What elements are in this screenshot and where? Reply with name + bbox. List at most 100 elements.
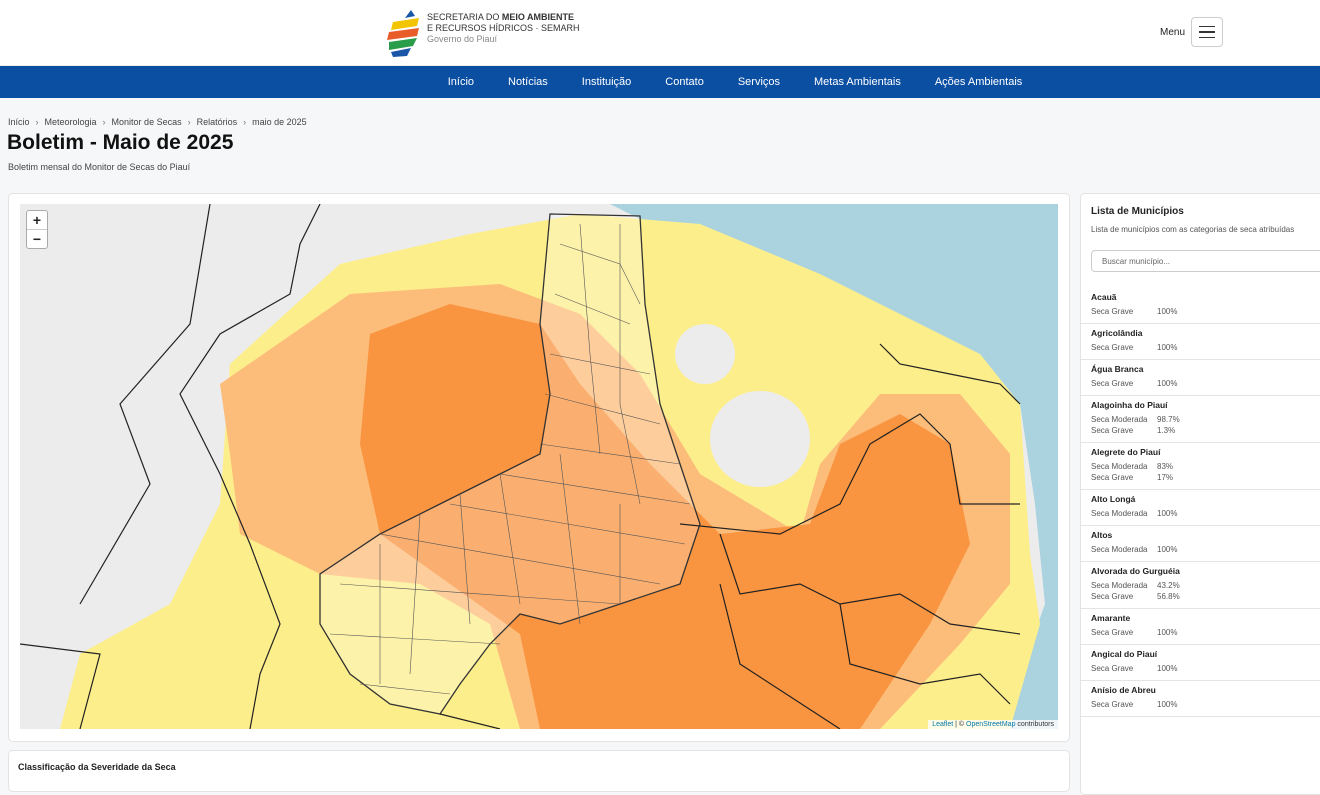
- municipality-name: Alvorada do Gurguéia: [1091, 566, 1180, 576]
- municipality-name: Alto Longá: [1091, 494, 1136, 504]
- breadcrumb-separator: ›: [243, 117, 247, 127]
- category-row: Seca Grave 100%: [1091, 342, 1311, 353]
- category-name: Seca Grave: [1091, 592, 1134, 601]
- breadcrumb-item[interactable]: Monitor de Secas: [111, 117, 182, 127]
- nav: Início Notícias Instituição Contato Serviços…: [0, 66, 1320, 98]
- municipality-name: Altos: [1091, 530, 1113, 540]
- category-value: 1.3%: [1157, 426, 1176, 435]
- breadcrumb-separator: ›: [102, 117, 106, 127]
- zoom-in[interactable]: +: [32, 212, 42, 228]
- attribution-link[interactable]: OpenStreetMap: [966, 721, 1016, 728]
- municipality-item[interactable]: Agricolândia Seca Grave 100%: [1081, 324, 1320, 360]
- legend-card: Classificação da Severidade da Seca: [8, 750, 1070, 792]
- nav-link[interactable]: Serviços: [737, 76, 781, 88]
- breadcrumb-item[interactable]: Relatórios: [196, 117, 238, 127]
- search-input[interactable]: Buscar município...: [1091, 250, 1320, 272]
- municipality-item[interactable]: Anísio de Abreu Seca Grave 100%: [1081, 681, 1320, 717]
- municipality-item[interactable]: Altos Seca Moderada 100%: [1081, 526, 1320, 562]
- breadcrumb-item[interactable]: Início: [8, 117, 30, 127]
- map[interactable]: + − Leaflet | © OpenStreetMap contributo…: [20, 204, 1058, 729]
- logo-line: Governo do Piauí: [427, 34, 498, 44]
- breadcrumb-item: maio de 2025: [252, 117, 307, 127]
- municipality-item[interactable]: Angical do Piauí Seca Grave 100%: [1081, 645, 1320, 681]
- map-card: + − Leaflet | © OpenStreetMap contributo…: [8, 193, 1070, 742]
- category-value: 56.8%: [1157, 592, 1180, 601]
- municipality-item[interactable]: Alvorada do Gurguéia Seca Moderada 43.2% Se…: [1081, 562, 1320, 609]
- attribution-link[interactable]: Leaflet: [932, 721, 954, 728]
- nav-link[interactable]: Metas Ambientais: [814, 76, 901, 88]
- page-title: Boletim - Maio de 2025: [7, 131, 234, 154]
- category-name: Seca Moderada: [1091, 462, 1148, 471]
- municipality-item[interactable]: Acauã Seca Grave 100%: [1081, 288, 1320, 324]
- category-name: Seca Grave: [1091, 700, 1134, 709]
- category-row: Seca Moderada 100%: [1091, 544, 1311, 555]
- breadcrumb-item[interactable]: Meteorologia: [44, 117, 97, 127]
- municipality-name: Alegrete do Piauí: [1091, 447, 1161, 457]
- breadcrumb-separator: ›: [35, 117, 39, 127]
- logo-line: E RECURSOS HÍDRICOS · SEMARH: [427, 23, 580, 33]
- municipality-name: Água Branca: [1091, 364, 1144, 374]
- category-row: Seca Grave 17%: [1091, 472, 1311, 483]
- category-value: 100%: [1157, 509, 1178, 518]
- category-row: Seca Grave 100%: [1091, 306, 1311, 317]
- menu-button[interactable]: [1191, 17, 1224, 47]
- attribution-text: | ©: [955, 721, 965, 728]
- nav-link[interactable]: Contato: [665, 76, 704, 88]
- municipality-name: Agricolândia: [1091, 328, 1143, 338]
- category-row: Seca Moderada 83%: [1091, 461, 1311, 472]
- category-value: 100%: [1157, 700, 1178, 709]
- category-row: Seca Grave 100%: [1091, 627, 1311, 638]
- zoom-control: + −: [26, 210, 48, 249]
- category-value: 100%: [1157, 628, 1178, 637]
- breadcrumb: Início › Meteorologia › Monitor de Secas › Rel…: [8, 117, 307, 127]
- category-value: 100%: [1157, 307, 1178, 316]
- sidebar: Lista de Municípios Lista de municípios …: [1080, 193, 1320, 795]
- municipality-item[interactable]: Amarante Seca Grave 100%: [1081, 609, 1320, 645]
- logo-text: SECRETARIA DO MEIO AMBIENTE E RECURSOS H…: [427, 12, 580, 45]
- municipality-item[interactable]: Alegrete do Piauí Seca Moderada 83% Seca Gr…: [1081, 443, 1320, 490]
- page-subtitle: Boletim mensal do Monitor de Secas do Pi…: [8, 162, 191, 172]
- category-row: Seca Moderada 98.7%: [1091, 414, 1311, 425]
- category-row: Seca Grave 56.8%: [1091, 591, 1311, 602]
- sidebar-title: Lista de Municípios: [1091, 206, 1184, 217]
- category-name: Seca Grave: [1091, 426, 1134, 435]
- nav-link[interactable]: Notícias: [508, 76, 548, 88]
- category-value: 17%: [1157, 473, 1174, 482]
- nav-link[interactable]: Ações Ambientais: [934, 76, 1023, 88]
- municipality-item[interactable]: Alto Longá Seca Moderada 100%: [1081, 490, 1320, 526]
- category-value: 100%: [1157, 664, 1178, 673]
- municipality-name: Amarante: [1091, 613, 1131, 623]
- menu[interactable]: Menu: [1160, 17, 1224, 47]
- municipality-item[interactable]: Água Branca Seca Grave 100%: [1081, 360, 1320, 396]
- header: SECRETARIA DO MEIO AMBIENTE E RECURSOS H…: [0, 0, 1320, 66]
- category-name: Seca Grave: [1091, 343, 1134, 352]
- category-name: Seca Grave: [1091, 379, 1134, 388]
- legend-title: Classificação da Severidade da Seca: [18, 762, 176, 772]
- category-value: 43.2%: [1157, 581, 1180, 590]
- nav-link[interactable]: Instituição: [581, 76, 632, 88]
- category-row: Seca Grave 100%: [1091, 699, 1311, 710]
- municipality-name: Angical do Piauí: [1091, 649, 1158, 659]
- attribution: Leaflet | © OpenStreetMap contributors: [928, 720, 1058, 729]
- menu-label: Menu: [1160, 26, 1186, 38]
- category-row: Seca Moderada 43.2%: [1091, 580, 1311, 591]
- logo-line: SECRETARIA DO: [427, 12, 500, 22]
- category-name: Seca Grave: [1091, 628, 1134, 637]
- category-row: Seca Moderada 100%: [1091, 508, 1311, 519]
- breadcrumb-separator: ›: [187, 117, 191, 127]
- logo-icon: [387, 10, 419, 57]
- logo-line: MEIO AMBIENTE: [501, 12, 575, 22]
- nav-link[interactable]: Início: [447, 76, 475, 88]
- category-value: 100%: [1157, 545, 1178, 554]
- category-row: Seca Grave 100%: [1091, 378, 1311, 389]
- zoom-out[interactable]: −: [27, 229, 47, 248]
- category-value: 83%: [1157, 462, 1174, 471]
- category-name: Seca Moderada: [1091, 545, 1148, 554]
- category-value: 100%: [1157, 343, 1178, 352]
- municipality-item[interactable]: Alagoinha do Piauí Seca Moderada 98.7% Seca…: [1081, 396, 1320, 443]
- category-name: Seca Grave: [1091, 473, 1134, 482]
- municipality-name: Acauã: [1091, 292, 1117, 302]
- category-name: Seca Moderada: [1091, 509, 1148, 518]
- category-value: 100%: [1157, 379, 1178, 388]
